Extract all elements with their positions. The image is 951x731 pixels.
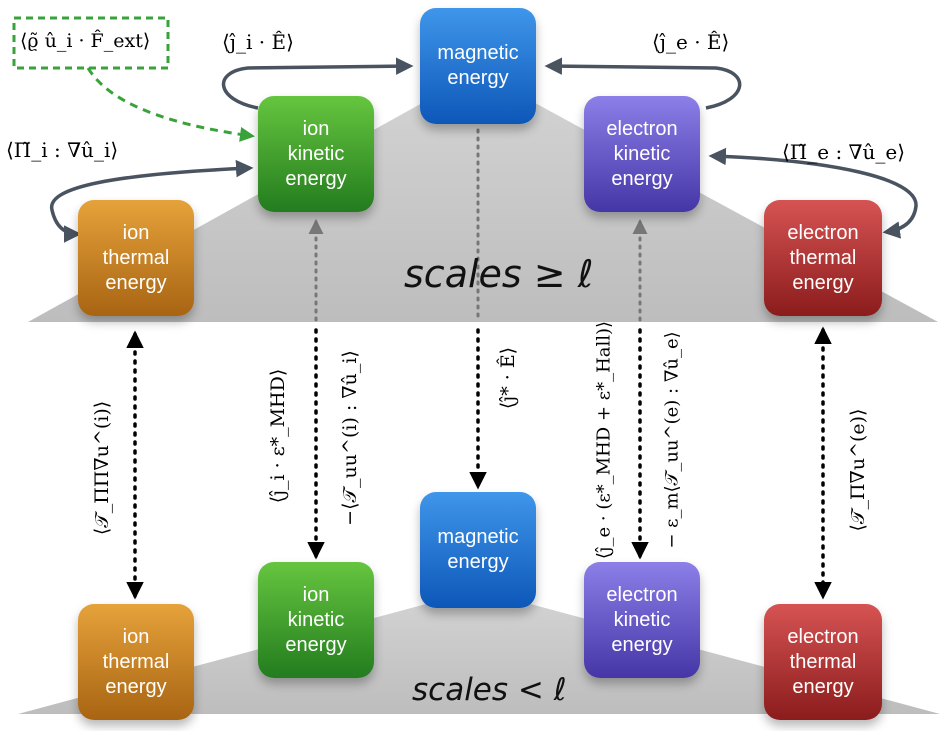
electron-current-work-label: ⟨ĵ_e · Ê⟩ [652,30,730,54]
ion-current-work-label: ⟨ĵ_i · Ê⟩ [222,30,294,54]
lower-scale-plane [18,590,940,714]
ion-kinetic-transfer-label-1: ⟨ĵ_i · ε*_MHD⟩ [267,368,289,504]
ion-pressure-strain-arrow [50,159,254,243]
box-line: ion [122,221,150,244]
box-line: energy [105,271,167,294]
box-line: energy [611,633,673,656]
box-line: magnetic [437,526,519,548]
box-line: energy [447,551,509,573]
box-line: energy [792,675,854,698]
electron-current-work-arrow [544,57,742,110]
box-line: kinetic [613,142,671,165]
electron-pressure-strain-label: ⟨Π̃_e : ∇û_e⟩ [782,140,906,164]
box-line: energy [105,675,167,698]
lower-ion-thermal-energy-box: ion thermal energy [78,604,194,720]
electron-pressure-strain-arrow [708,147,918,239]
lower-electron-thermal-energy-box: electron thermal energy [764,604,882,720]
lower-scale-label: scales < ℓ [412,672,567,708]
forcing-arrow [86,67,255,142]
ion-pressure-strain-label: ⟨Π̃_i : ∇û_i⟩ [6,138,119,162]
box-line: energy [611,167,673,190]
box-line: electron [787,221,859,244]
box-line: energy [447,67,509,89]
upper-magnetic-energy-box: magnetic energy [420,8,536,124]
box-line: energy [285,633,347,656]
electron-kinetic-transfer-label-2: − ε_m⟨𝒯_uu^(e) : ∇û_e⟩ [661,331,683,549]
box-line: ion [302,583,330,606]
box-line: magnetic [437,42,519,64]
lower-electron-kinetic-energy-box: electron kinetic energy [584,562,700,678]
box-line: electron [606,583,678,606]
box-line: kinetic [613,608,671,631]
lower-magnetic-energy-box: magnetic energy [420,492,536,608]
magnetic-transfer-label: ⟨ĵ* · Ê⟩ [497,346,519,410]
box-line: electron [606,117,678,140]
box-line: kinetic [287,608,345,631]
forcing-label: ⟨ϱ̃ û_i · F̂_ext⟩ [20,30,151,52]
electron-thermal-transfer-label: ⟨𝒯_Π∇u^(e)⟩ [847,408,869,532]
upper-ion-kinetic-energy-box: ion kinetic energy [258,96,374,212]
lower-ion-kinetic-energy-box: ion kinetic energy [258,562,374,678]
box-line: ion [122,625,150,648]
box-line: thermal [789,650,857,673]
box-line: electron [787,625,859,648]
box-line: ion [302,117,330,140]
box-line: thermal [102,246,170,269]
forcing-box [12,16,170,70]
ion-kinetic-transfer-label-2: −⟨𝒯_uu^(i) : ∇û_i⟩ [339,350,361,526]
box-line: kinetic [287,142,345,165]
box-line: energy [285,167,347,190]
box-line: thermal [789,246,857,269]
upper-ion-thermal-energy-box: ion thermal energy [78,200,194,316]
box-line: energy [792,271,854,294]
upper-electron-thermal-energy-box: electron thermal energy [764,200,882,316]
ion-current-work-arrow [221,57,414,110]
ion-thermal-transfer-label: ⟨𝒯_ΠΠ∇u^(i)⟩ [91,400,113,536]
upper-electron-kinetic-energy-box: electron kinetic energy [584,96,700,212]
upper-scale-plane [28,72,938,322]
upper-scale-label: scales ≥ ℓ [404,252,594,296]
box-line: thermal [102,650,170,673]
electron-kinetic-transfer-label-1: ⟨ĵ_e · (ε*_MHD + ε*_Hall)⟩ [593,320,615,560]
